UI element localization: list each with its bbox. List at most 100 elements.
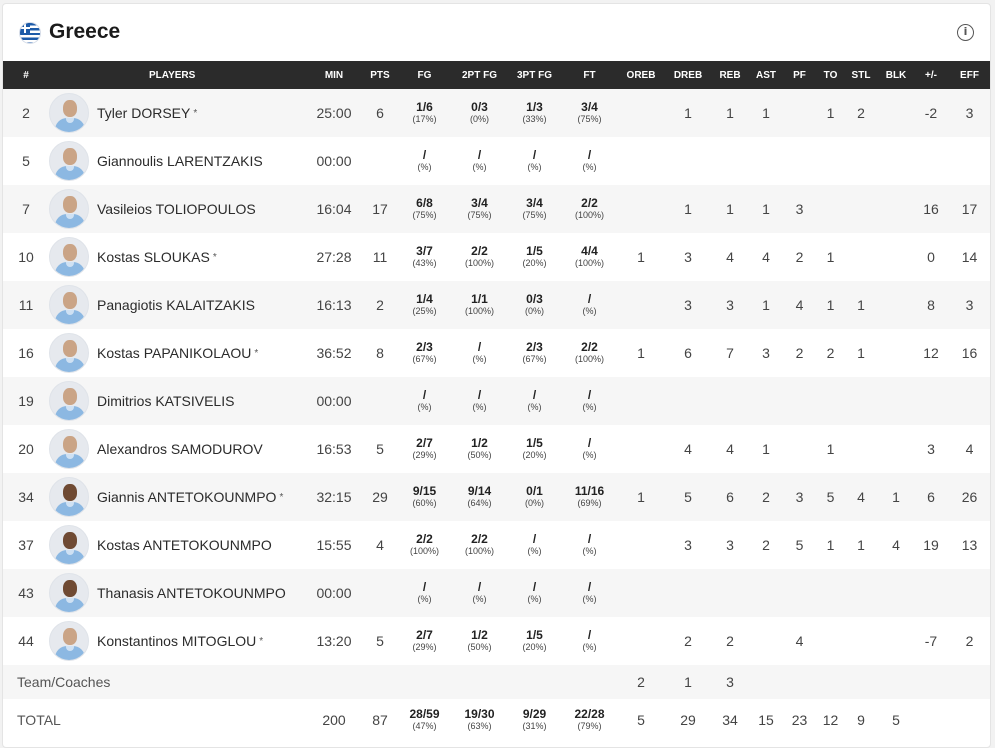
- player-cell: 37 Kostas ANTETOKOUNMPO: [3, 521, 305, 569]
- stat-pm: -2: [924, 105, 938, 121]
- stat-ft-made-attempted: /: [587, 436, 592, 450]
- stat-ft: / (%): [562, 617, 617, 665]
- column-header-2pt-fg[interactable]: 2PT FG: [461, 69, 497, 81]
- stat-fg2: 1/1 (100%): [452, 281, 507, 329]
- column-header-min[interactable]: MIN: [324, 69, 344, 81]
- stat-oreb: 1: [637, 345, 645, 361]
- player-name[interactable]: Tyler DORSEY: [97, 105, 191, 121]
- player-avatar[interactable]: [49, 141, 89, 181]
- stat-oreb: [617, 281, 665, 329]
- stat-ast: 1: [762, 201, 770, 217]
- column-header-blk[interactable]: BLK: [885, 69, 907, 81]
- stat-fg3-percentage: (0%): [524, 498, 544, 508]
- column-header-dreb[interactable]: DREB: [673, 69, 703, 81]
- player-row[interactable]: 37 Kostas ANTETOKOUNMPO 15:55 4 2/2 (100%) 2/2…: [3, 521, 990, 569]
- player-name[interactable]: Giannis ANTETOKOUNMPO: [97, 489, 277, 505]
- player-name[interactable]: Kostas SLOUKAS: [97, 249, 210, 265]
- total-label: TOTAL: [17, 712, 61, 728]
- player-avatar[interactable]: [49, 429, 89, 469]
- info-icon[interactable]: i: [957, 24, 974, 41]
- column-header-ft[interactable]: FT: [583, 69, 596, 81]
- stat-pm: 6: [927, 489, 935, 505]
- stat-ft-percentage: (75%): [577, 114, 602, 124]
- stat-pf: [783, 425, 816, 473]
- column-header-oreb[interactable]: OREB: [626, 69, 656, 81]
- player-row[interactable]: 11 Panagiotis KALAITZAKIS 16:13 2 1/4 (25%) 1/…: [3, 281, 990, 329]
- column-header-ast[interactable]: AST: [756, 69, 776, 81]
- stat-min: 32:15: [316, 489, 352, 505]
- player-row[interactable]: 5 Giannoulis LARENTZAKIS 00:00/(%) / (%) / (%)…: [3, 137, 990, 185]
- player-row[interactable]: 19 Dimitrios KATSIVELIS 00:00/(%) / (%) / (%) /…: [3, 377, 990, 425]
- player-name[interactable]: Konstantinos MITOGLOU: [97, 633, 257, 649]
- player-name[interactable]: Kostas ANTETOKOUNMPO: [97, 537, 272, 553]
- stat-pts: 8: [376, 345, 384, 361]
- stat-pm: [915, 137, 947, 185]
- column-header-to[interactable]: TO: [823, 69, 838, 81]
- stat-ft: / (%): [562, 377, 617, 425]
- stat-ast: 1: [762, 105, 770, 121]
- player-row[interactable]: 20 Alexandros SAMODUROV 16:53 5 2/7 (29%) 1/2(…: [3, 425, 990, 473]
- player-name[interactable]: Panagiotis KALAITZAKIS: [97, 297, 255, 313]
- player-name[interactable]: Dimitrios KATSIVELIS: [97, 393, 235, 409]
- player-number: 11: [18, 297, 34, 313]
- column-header-eff[interactable]: EFF: [960, 69, 979, 81]
- player-row[interactable]: 2 Tyler DORSEY * 25:00 6 1/6 (17%) 0/3 (0%) 1/3 (3…: [3, 89, 990, 137]
- stat-fg2-percentage: (75%): [467, 210, 492, 220]
- column-header-3pt-fg[interactable]: 3PT FG: [516, 69, 552, 81]
- stat-eff: [947, 137, 990, 185]
- stat-ft-percentage: (100%): [574, 258, 604, 268]
- stat-to: 1: [826, 297, 835, 313]
- stat-pm: 3: [927, 441, 935, 457]
- player-avatar[interactable]: [49, 333, 89, 373]
- player-name[interactable]: Vasileios TOLIOPOULOS: [97, 201, 256, 217]
- player-row[interactable]: 44 Konstantinos MITOGLOU * 13:20 5 2/7 (29%) 1/…: [3, 617, 990, 665]
- player-name[interactable]: Alexandros SAMODUROV: [97, 441, 263, 457]
- column-header-fg[interactable]: FG: [417, 69, 432, 81]
- player-avatar[interactable]: [49, 285, 89, 325]
- stat-ft: 4/4 (100%): [562, 233, 617, 281]
- stat-fg: 1/4 (25%): [397, 281, 452, 329]
- stat-dreb: [665, 137, 711, 185]
- column-header-number: #: [23, 69, 29, 81]
- stat-blk: [877, 377, 915, 425]
- total-fg-made-attempted: 28/59: [409, 707, 440, 721]
- total-stl: 9: [857, 712, 865, 728]
- player-avatar[interactable]: [49, 189, 89, 229]
- stat-reb: 2: [726, 633, 734, 649]
- column-header-pf[interactable]: PF: [793, 69, 806, 81]
- column-header-reb[interactable]: REB: [719, 69, 741, 81]
- column-header--[interactable]: +/-: [925, 69, 937, 81]
- column-header-pts[interactable]: PTS: [370, 69, 390, 81]
- empty-cell: [452, 665, 507, 699]
- total-fg3: 9/29 (31%): [507, 699, 562, 741]
- stat-fg2-made-attempted: 1/2: [471, 628, 488, 642]
- stat-fg3-made-attempted: /: [532, 532, 537, 546]
- player-name[interactable]: Kostas PAPANIKOLAOU: [97, 345, 252, 361]
- player-avatar[interactable]: [49, 525, 89, 565]
- stat-fg3: / (%): [507, 569, 562, 617]
- player-row[interactable]: 34 Giannis ANTETOKOUNMPO * 32:15 29 9/15 (60%)…: [3, 473, 990, 521]
- player-avatar[interactable]: [49, 237, 89, 277]
- player-row[interactable]: 7 Vasileios TOLIOPOULOS 16:04 17 6/8 (75%) 3/4…: [3, 185, 990, 233]
- stat-blk: [877, 185, 915, 233]
- player-row[interactable]: 16 Kostas PAPANIKOLAOU * 36:52 8 2/3 (67%) / (%)…: [3, 329, 990, 377]
- column-header-stl[interactable]: STL: [851, 69, 871, 81]
- total-ft-made-attempted: 22/28: [574, 707, 605, 721]
- team-stat-reb: 3: [726, 674, 734, 690]
- boxscore-table: # PLAYERS MIN PTS FG 2PT FG 3PT FG FT OREB DREB RE…: [3, 61, 990, 741]
- player-avatar[interactable]: [49, 381, 89, 421]
- player-name[interactable]: Giannoulis LARENTZAKIS: [97, 153, 263, 169]
- player-name[interactable]: Thanasis ANTETOKOUNMPO: [97, 585, 286, 601]
- player-cell: 44 Konstantinos MITOGLOU *: [3, 617, 305, 665]
- stat-pts: [363, 377, 397, 425]
- player-avatar[interactable]: [49, 477, 89, 517]
- player-row[interactable]: 10 Kostas SLOUKAS * 27:28 11 3/7 (43%) 2/2 (100%…: [3, 233, 990, 281]
- stat-fg3-made-attempted: /: [532, 388, 537, 402]
- player-avatar[interactable]: [49, 573, 89, 613]
- player-avatar[interactable]: [49, 621, 89, 661]
- total-oreb: 5: [637, 712, 645, 728]
- player-avatar[interactable]: [49, 93, 89, 133]
- player-row[interactable]: 43 Thanasis ANTETOKOUNMPO 00:00/(%) / (%) / (%…: [3, 569, 990, 617]
- stat-ft-made-attempted: /: [587, 292, 592, 306]
- empty-cell: [363, 665, 397, 699]
